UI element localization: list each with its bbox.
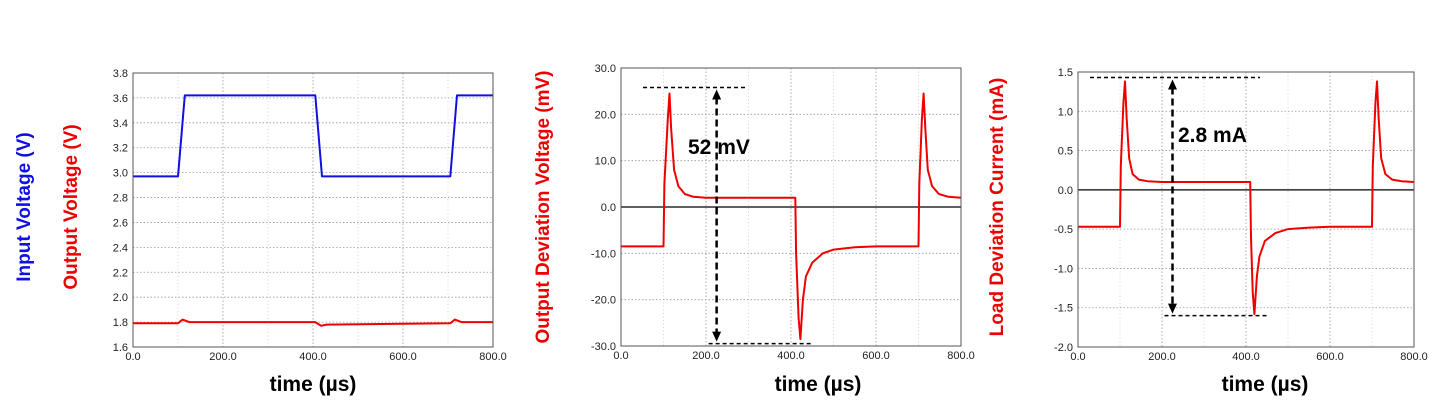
x-axis-label: time (µs) — [1222, 373, 1309, 396]
y-tick-label: -0.5 — [1054, 224, 1073, 236]
chart-input-output-voltage: 0.0 200.0 400.0 600.0 800.0 1.6 1.8 2.0 2.2 2.4 2.… — [14, 68, 507, 396]
x-tick-label: 200.0 — [1148, 351, 1176, 363]
arrow-head-up — [712, 89, 722, 100]
arrow-head-up — [1168, 79, 1177, 90]
y-tick-label: -30.0 — [591, 341, 616, 353]
y-tick-label: -2.0 — [1054, 342, 1073, 354]
y-tick-label: 3.4 — [113, 118, 128, 130]
series-line — [133, 94, 493, 178]
y-tick-label: 0.5 — [1058, 146, 1073, 158]
y-tick-label: 0.0 — [601, 202, 616, 214]
chart-series — [133, 94, 493, 327]
x-tick-label: 800.0 — [1400, 351, 1428, 363]
x-tick-label: 0.0 — [1070, 351, 1085, 363]
x-axis-label: time (µs) — [775, 373, 862, 396]
x-tick-label: 800.0 — [947, 350, 975, 362]
y-tick-label: 1.0 — [1058, 106, 1073, 118]
y-axis-label-output-voltage: Output Voltage (V) — [61, 124, 82, 289]
series-line — [1078, 80, 1415, 315]
x-tick-label: 400.0 — [299, 351, 327, 363]
arrow-head-down — [1168, 303, 1177, 314]
y-tick-label: -1.5 — [1054, 303, 1073, 315]
y-tick-label: 1.8 — [113, 317, 128, 329]
series-line — [133, 318, 493, 327]
x-tick-label: 800.0 — [479, 351, 507, 363]
y-tick-label: 30.0 — [595, 63, 616, 75]
x-tick-label: 600.0 — [389, 351, 417, 363]
series-line — [621, 92, 962, 341]
y-tick-label: 0.0 — [1058, 185, 1073, 197]
x-tick-label: 400.0 — [1232, 351, 1260, 363]
x-tick-label: 600.0 — [862, 350, 890, 362]
arrow-head-down — [712, 331, 722, 342]
chart-ticks: 0.0 200.0 400.0 600.0 800.0 1.6 1.8 2.0 2.2 2.4 2.… — [113, 68, 507, 363]
annotation-label: 2.8 mA — [1178, 124, 1247, 147]
chart-ticks: 0.0 200.0 400.0 600.0 800.0 -2.0 -1.5 -1.0 -0.5 0… — [1054, 67, 1428, 363]
y-tick-label: 2.8 — [113, 193, 128, 205]
x-tick-label: 0.0 — [613, 350, 628, 362]
y-tick-label: 3.6 — [113, 93, 128, 105]
x-axis-label: time (µs) — [270, 373, 357, 396]
x-tick-label: 200.0 — [692, 350, 720, 362]
y-tick-label: 2.4 — [113, 242, 128, 254]
chart-series — [621, 92, 962, 341]
chart-grid — [1078, 72, 1414, 347]
plot-frame — [620, 67, 962, 347]
chart-load-deviation-current: 0.0 200.0 400.0 600.0 800.0 -2.0 -1.5 -1.0 -0.5 0… — [987, 67, 1428, 396]
y-tick-label: 2.6 — [113, 217, 128, 229]
chart-output-deviation-voltage: 0.0 200.0 400.0 600.0 800.0 -30.0 -20.0 -10.0 0.… — [533, 63, 975, 396]
chart-ticks: 0.0 200.0 400.0 600.0 800.0 -30.0 -20.0 -10.0 0.… — [591, 63, 975, 362]
y-tick-label: 1.6 — [113, 342, 128, 354]
annotation-label: 52 mV — [688, 136, 750, 159]
chart-series — [1078, 80, 1415, 315]
y-tick-label: 3.2 — [113, 143, 128, 155]
y-tick-label: 1.5 — [1058, 67, 1073, 79]
plot-frame — [1077, 71, 1415, 348]
plot-frame — [132, 72, 494, 348]
x-tick-label: 0.0 — [125, 351, 140, 363]
y-axis-label-load-deviation: Load Deviation Current (mA) — [987, 78, 1008, 337]
y-tick-label: -20.0 — [591, 295, 616, 307]
deviation-annotation — [643, 86, 812, 345]
y-tick-label: 10.0 — [595, 156, 616, 168]
y-axis-label-output-deviation: Output Deviation Voltage (mV) — [533, 70, 554, 343]
y-axis-label-input-voltage: Input Voltage (V) — [14, 132, 35, 282]
y-tick-label: -1.0 — [1054, 263, 1073, 275]
y-tick-label: 2.0 — [113, 292, 128, 304]
x-tick-label: 400.0 — [777, 350, 805, 362]
y-tick-label: 20.0 — [595, 109, 616, 121]
chart-grid — [621, 68, 961, 346]
deviation-annotation — [1090, 76, 1268, 317]
y-tick-label: 3.8 — [113, 68, 128, 80]
y-tick-label: 3.0 — [113, 168, 128, 180]
chart-grid — [133, 73, 493, 347]
y-tick-label: 2.2 — [113, 267, 128, 279]
x-tick-label: 200.0 — [209, 351, 237, 363]
x-tick-label: 600.0 — [1316, 351, 1344, 363]
y-tick-label: -10.0 — [591, 248, 616, 260]
